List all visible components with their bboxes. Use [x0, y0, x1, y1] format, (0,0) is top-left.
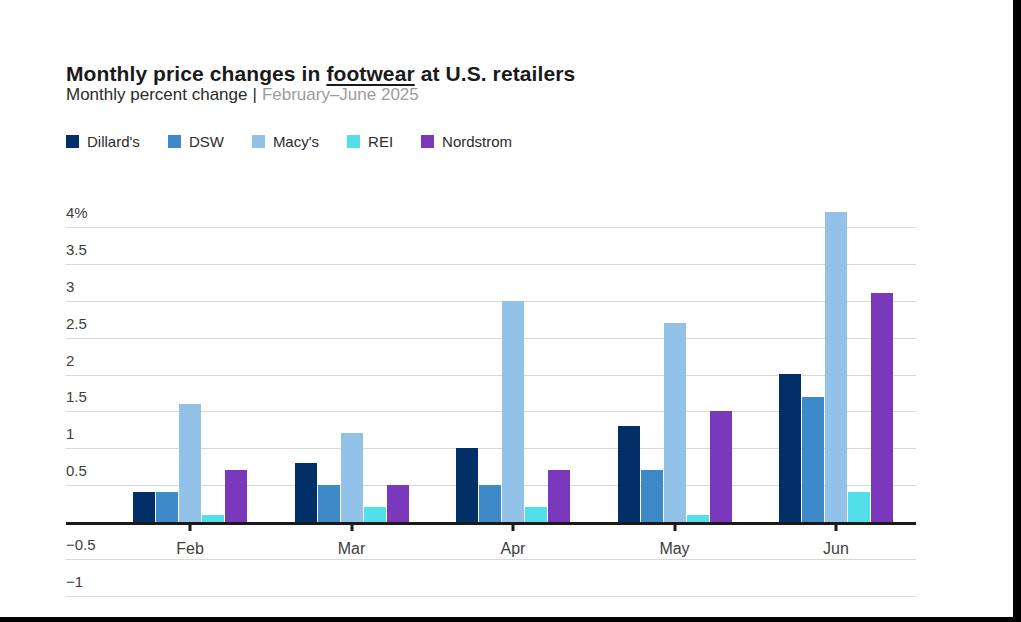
- bar-macys-jun: [825, 212, 847, 522]
- bar-nordstrom-may: [710, 411, 732, 522]
- bar-rei-feb: [202, 515, 224, 522]
- y-axis-label-7: 0.5: [66, 462, 87, 480]
- y-axis-label-8: −0.5: [66, 536, 96, 554]
- y-axis-label-5: 1.5: [66, 388, 87, 406]
- bar-macys-mar: [341, 433, 363, 522]
- gridline-0: [66, 227, 916, 228]
- bar-dillards-mar: [295, 463, 317, 522]
- bar-macys-apr: [502, 301, 524, 522]
- y-axis-label-6: 1: [66, 425, 74, 443]
- bar-nordstrom-jun: [871, 293, 893, 522]
- gridline-8: [66, 559, 916, 560]
- bar-rei-jun: [848, 492, 870, 522]
- x-axis-baseline: [66, 522, 916, 525]
- bar-rei-apr: [525, 507, 547, 522]
- y-axis-label-2: 3: [66, 278, 74, 296]
- gridline-9: [66, 596, 916, 597]
- bar-nordstrom-feb: [225, 470, 247, 522]
- gridline-2: [66, 301, 916, 302]
- bar-rei-may: [687, 515, 709, 522]
- gridline-1: [66, 264, 916, 265]
- bar-macys-feb: [179, 404, 201, 522]
- bar-nordstrom-apr: [548, 470, 570, 522]
- plot-area: 4% 3.5 3 2.5 2 1.5 1 0.5 −0.5 −1 Feb Mar Apr May Jun: [0, 0, 1021, 622]
- y-axis-label-1: 3.5: [66, 241, 87, 259]
- gridline-3: [66, 338, 916, 339]
- bar-rei-mar: [364, 507, 386, 522]
- bar-macys-may: [664, 323, 686, 522]
- bar-dsw-feb: [156, 492, 178, 522]
- x-axis-label-apr: Apr: [501, 540, 526, 558]
- bar-dillards-apr: [456, 448, 478, 522]
- x-axis-label-feb: Feb: [176, 540, 204, 558]
- bar-dillards-may: [618, 426, 640, 522]
- bar-dsw-jun: [802, 397, 824, 522]
- y-axis-label-0: 4%: [66, 204, 88, 222]
- y-axis-label-4: 2: [66, 352, 74, 370]
- y-axis-label-9: −1: [66, 573, 83, 591]
- y-axis-label-3: 2.5: [66, 315, 87, 333]
- bar-dsw-apr: [479, 485, 501, 522]
- x-axis-label-may: May: [659, 540, 689, 558]
- bar-nordstrom-mar: [387, 485, 409, 522]
- bar-dillards-jun: [779, 374, 801, 522]
- bar-dillards-feb: [133, 492, 155, 522]
- bar-dsw-mar: [318, 485, 340, 522]
- bar-dsw-may: [641, 470, 663, 522]
- x-axis-label-mar: Mar: [338, 540, 366, 558]
- x-axis-label-jun: Jun: [823, 540, 849, 558]
